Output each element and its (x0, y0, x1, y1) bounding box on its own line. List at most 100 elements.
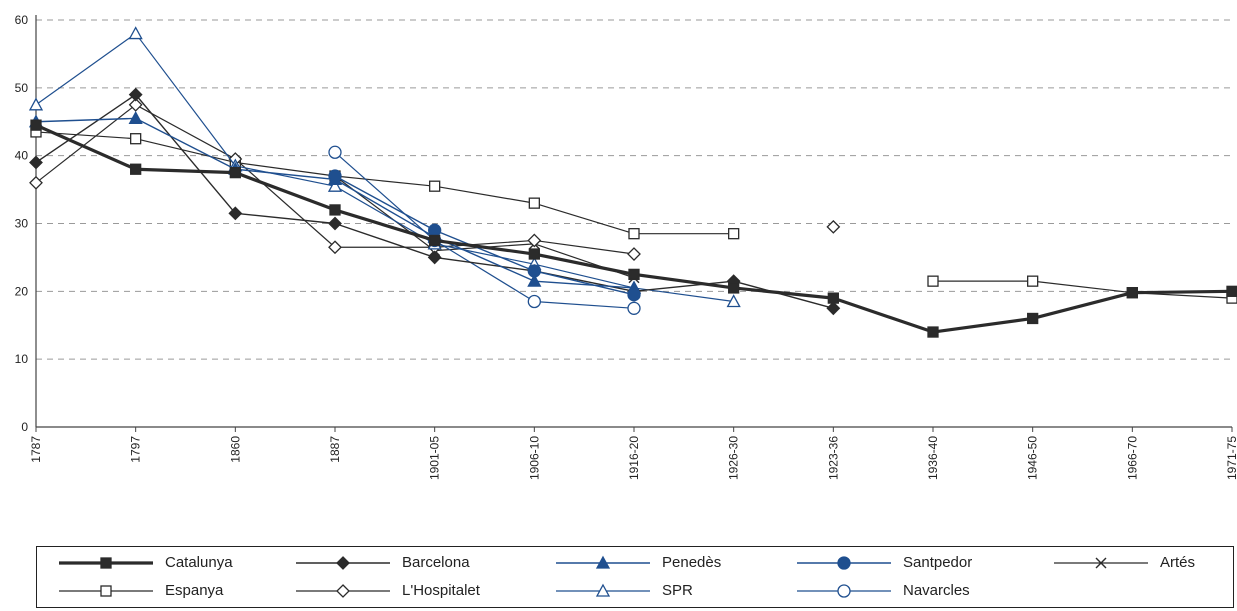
point-catalunya (827, 292, 839, 304)
y-tick-label: 40 (15, 149, 29, 163)
point-santpedor (428, 223, 442, 237)
legend-key-catalunya (59, 557, 153, 569)
legend-label: Navarcles (903, 582, 970, 599)
series-pened-s (28, 111, 642, 294)
point-espanya (927, 275, 939, 287)
legend-item-spr: SPR (554, 579, 774, 603)
series-line-navarcles (334, 151, 635, 309)
legend-item-santpedor: Santpedor (795, 551, 1015, 575)
legend-key-l-hospitalet (296, 584, 390, 598)
point-barcelona (128, 87, 143, 102)
point-catalunya (728, 282, 740, 294)
legend-label: Barcelona (402, 554, 470, 571)
series-catalunya (30, 119, 1237, 338)
series-barcelona (29, 87, 841, 316)
legend-key-art-s (1054, 557, 1148, 569)
point-catalunya (429, 234, 441, 247)
point-spr (128, 26, 143, 40)
series-line-santpedor (334, 175, 635, 296)
legend-key-spr (556, 583, 650, 597)
x-tick-label: 1971-75 (1225, 436, 1237, 480)
legend-key-navarcles (797, 584, 891, 598)
point-espanya (130, 133, 142, 145)
legend-label: Espanya (165, 582, 224, 599)
legend-item-espanya: Espanya (57, 579, 277, 603)
point-spr (327, 178, 343, 192)
series-line-barcelona (35, 93, 834, 309)
legend-label: Artés (1160, 554, 1196, 571)
x-tick-label: 1797 (129, 436, 143, 463)
legend-item-art-s: Artés (1052, 551, 1237, 575)
series-navarcles (328, 145, 641, 315)
legend-key-pened-s (556, 555, 650, 569)
point-navarcles (527, 294, 541, 309)
x-tick-label: 1936-40 (926, 436, 940, 480)
x-tick-label: 1926-30 (727, 436, 741, 480)
series-line-espanya (35, 131, 734, 235)
x-tick-label: 1946-50 (1026, 436, 1040, 480)
point-catalunya (329, 204, 341, 216)
point-l-hospitalet (627, 247, 641, 261)
x-tick-label: 1787 (29, 436, 43, 463)
point-catalunya (1226, 285, 1237, 297)
x-tick-label: 1966-70 (1125, 436, 1139, 480)
point-l-hospitalet (328, 240, 342, 255)
point-l-hospitalet (826, 219, 841, 234)
point-catalunya (229, 166, 241, 179)
x-tick-label: 1906-10 (527, 436, 541, 480)
legend-label: L'Hospitalet (402, 582, 480, 599)
x-tick-label: 1923-36 (826, 436, 840, 480)
y-tick-label: 10 (15, 352, 29, 366)
y-tick-label: 50 (15, 81, 29, 95)
y-tick-label: 0 (21, 420, 28, 434)
chart: 0 10 20 30 40 50 60 1787 1797 1860 1887 1901-05 1906… (15, 13, 1237, 480)
legend-item-navarcles: Navarcles (795, 579, 1015, 603)
series-line-espanya (933, 280, 1233, 299)
point-barcelona (427, 250, 442, 265)
point-l-hospitalet (527, 233, 542, 248)
point-catalunya (628, 268, 640, 281)
point-spr (28, 97, 44, 111)
x-tick-label: 1916-20 (627, 436, 641, 480)
point-barcelona (328, 216, 342, 231)
point-catalunya (30, 119, 42, 131)
series-santpedor (328, 169, 641, 302)
y-tick-label: 60 (15, 13, 29, 27)
point-espanya (628, 228, 640, 240)
x-tick-label: 1860 (228, 436, 242, 463)
point-santpedor (328, 169, 342, 183)
legend-label: Penedès (662, 554, 722, 571)
series-line-pened-s (35, 117, 635, 289)
point-catalunya (130, 163, 142, 175)
point-espanya (528, 197, 540, 209)
legend-item-catalunya: Catalunya (57, 551, 277, 575)
y-tick-label: 20 (15, 284, 29, 298)
x-tick-label: 1901-05 (428, 436, 442, 480)
legend-key-santpedor (797, 556, 891, 570)
point-spr (726, 294, 741, 308)
legend-item-barcelona: Barcelona (294, 551, 514, 575)
point-espanya (429, 180, 441, 192)
x-tick-label: 1887 (328, 436, 342, 463)
point-pened-s (527, 273, 542, 287)
point-catalunya (1027, 312, 1039, 325)
legend-label: Catalunya (165, 554, 233, 571)
point-l-hospitalet (128, 97, 143, 112)
y-tick-label: 30 (15, 217, 29, 231)
legend: Catalunya Barcelona Penedès Santpedor Artés E… (36, 546, 1234, 608)
point-santpedor (527, 264, 541, 278)
point-barcelona (826, 301, 841, 316)
point-barcelona (29, 155, 43, 170)
legend-item-l-hospitalet: L'Hospitalet (294, 579, 514, 603)
point-espanya (1027, 275, 1039, 287)
point-catalunya (528, 248, 540, 260)
series-line-spr (35, 32, 734, 303)
point-espanya (728, 228, 740, 240)
point-navarcles (627, 301, 641, 315)
point-barcelona (228, 206, 243, 221)
legend-key-espanya (59, 585, 153, 597)
point-catalunya (927, 326, 939, 338)
point-santpedor (627, 288, 641, 302)
point-navarcles (328, 145, 342, 159)
point-l-hospitalet (29, 175, 43, 190)
